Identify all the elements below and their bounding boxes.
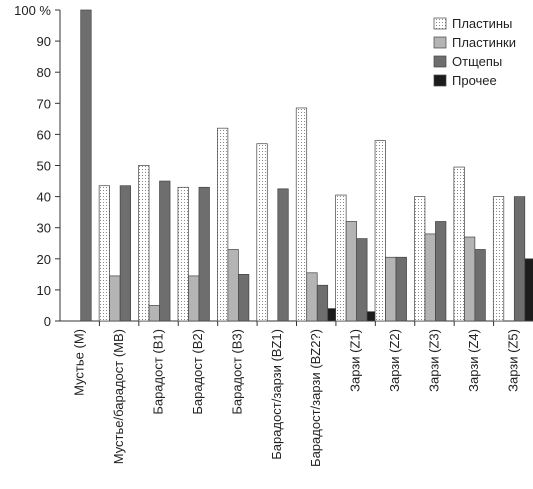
y-tick-label: 0 (44, 314, 51, 329)
bar-2-2 (109, 275, 121, 322)
legend-swatch (433, 74, 447, 87)
bar-2-3 (148, 305, 160, 322)
y-tick-label: 20 (37, 252, 51, 267)
category-label: Зарзи (Z3) (426, 329, 441, 392)
y-tick-label: 80 (37, 65, 51, 80)
bar-3-4 (198, 186, 210, 322)
bar-2-8 (345, 221, 357, 322)
axes: 0 10 20 30 40 50 60 70 80 90 100 % (14, 3, 533, 329)
bar-2-5 (227, 249, 239, 322)
bar-2-4 (188, 275, 200, 322)
bar-3-5 (238, 274, 250, 322)
y-tick-label: 70 (37, 96, 51, 111)
bar-1-10 (414, 196, 426, 322)
y-tick-label: 100 % (14, 3, 51, 18)
category-label: Барадост (B2) (190, 329, 205, 415)
legend-label: Пластины (452, 16, 512, 31)
category-label: Мустье (M) (72, 329, 87, 396)
bar-3-7 (316, 284, 329, 322)
bar-3-12 (513, 196, 526, 322)
bar-2-9 (385, 256, 397, 322)
y-tick-label: 40 (37, 190, 51, 205)
bar-1-9 (374, 140, 386, 322)
bar-1-7 (295, 107, 308, 322)
bar-3-9 (395, 256, 407, 322)
bar-3-3 (159, 180, 171, 322)
category-label: Барадост (B3) (229, 329, 244, 415)
bar-3-6 (277, 188, 289, 322)
bar-1-8 (335, 194, 347, 322)
bar-1-6 (256, 143, 268, 322)
category-label: Зарзи (Z1) (348, 329, 363, 392)
bar-3-11 (474, 249, 486, 322)
legend-label: Прочее (452, 73, 497, 88)
category-label: Мустье/барадост (MB) (111, 329, 126, 464)
bars (80, 9, 533, 322)
y-tick-label: 10 (37, 283, 51, 298)
bar-4-12 (524, 258, 533, 322)
bar-3-10 (435, 221, 447, 322)
bar-3-8 (356, 238, 368, 322)
bar-1-11 (453, 166, 465, 322)
y-tick-label: 50 (37, 159, 51, 174)
y-tick-label: 90 (37, 34, 51, 49)
category-labels: Мустье (M) Мустье/барадост (MB) Барадост (… (72, 329, 521, 467)
legend: Пластины Пластинки Отщепы Прочее (433, 16, 516, 88)
legend-swatch (433, 17, 447, 30)
category-label: Зарзи (Z5) (505, 329, 520, 392)
bar-2-11 (464, 236, 476, 322)
bar-2-10 (424, 233, 436, 322)
bar-1-2 (98, 185, 110, 322)
bar-1-4 (177, 186, 189, 322)
bar-2-7 (306, 272, 318, 322)
category-label: Барадост/зарзи (BZ2?) (308, 329, 323, 467)
bar-1-5 (217, 127, 229, 322)
legend-label: Отщепы (452, 54, 502, 69)
y-tick-label: 60 (37, 127, 51, 142)
y-tick-label: 30 (37, 221, 51, 236)
legend-label: Пластинки (452, 35, 516, 50)
category-label: Зарзи (Z4) (466, 329, 481, 392)
bar-3-2 (119, 185, 131, 322)
category-label: Зарзи (Z2) (387, 329, 402, 392)
bar-1-12 (492, 196, 505, 322)
bar-1-3 (138, 165, 150, 322)
category-label: Барадост (B1) (151, 329, 166, 415)
legend-swatch (433, 36, 447, 49)
legend-swatch (433, 55, 447, 68)
bar-3-1 (80, 9, 92, 322)
category-label: Барадост/зарзи (BZ1) (269, 329, 284, 460)
